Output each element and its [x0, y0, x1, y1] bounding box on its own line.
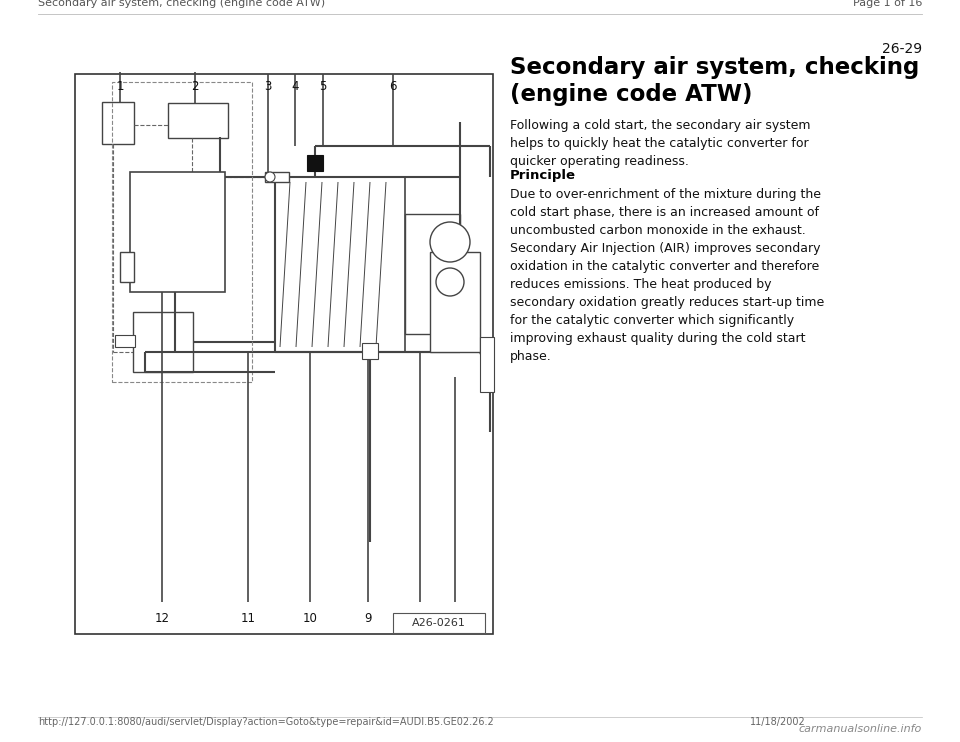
Text: 10: 10: [302, 611, 318, 625]
Circle shape: [436, 268, 464, 296]
Bar: [362, 343, 378, 359]
Text: 5: 5: [320, 79, 326, 93]
Text: 26-29: 26-29: [882, 42, 922, 56]
Text: 4: 4: [291, 79, 299, 93]
Bar: [75, 74, 493, 634]
Bar: [275, 177, 405, 352]
Bar: [112, 82, 252, 382]
Bar: [120, 252, 134, 282]
Bar: [265, 172, 289, 182]
Text: 9: 9: [364, 611, 372, 625]
Text: http://127.0.0.1:8080/audi/servlet/Display?action=Goto&type=repair&id=AUDI.B5.GE: http://127.0.0.1:8080/audi/servlet/Displ…: [38, 717, 493, 727]
Text: Principle: Principle: [510, 169, 576, 182]
Text: 8: 8: [417, 611, 423, 625]
Bar: [130, 172, 225, 292]
Text: Following a cold start, the secondary air system
helps to quickly heat the catal: Following a cold start, the secondary ai…: [510, 119, 810, 168]
Circle shape: [265, 172, 275, 182]
Text: Due to over-enrichment of the mixture during the
cold start phase, there is an i: Due to over-enrichment of the mixture du…: [510, 188, 825, 363]
Text: Secondary air system, checking
(engine code ATW): Secondary air system, checking (engine c…: [510, 56, 920, 105]
Bar: [405, 214, 460, 334]
Text: 12: 12: [155, 611, 170, 625]
Text: 11/18/2002: 11/18/2002: [750, 717, 805, 727]
Bar: [430, 252, 480, 352]
Text: Secondary air system, checking (engine code ATW): Secondary air system, checking (engine c…: [38, 0, 325, 8]
Bar: [393, 613, 485, 633]
Text: Page 1 of 16: Page 1 of 16: [852, 0, 922, 8]
Bar: [115, 335, 135, 347]
Bar: [168, 103, 228, 138]
Text: carmanualsonline.info: carmanualsonline.info: [799, 724, 922, 734]
Text: 7: 7: [451, 611, 459, 625]
Text: 2: 2: [191, 79, 199, 93]
Text: 1: 1: [116, 79, 124, 93]
Bar: [480, 337, 494, 392]
Circle shape: [430, 222, 470, 262]
Bar: [102, 102, 134, 144]
Bar: [133, 312, 193, 372]
Text: 6: 6: [389, 79, 396, 93]
Text: 3: 3: [264, 79, 272, 93]
Bar: [307, 155, 323, 171]
Text: 11: 11: [241, 611, 255, 625]
Text: A26-0261: A26-0261: [412, 618, 466, 628]
